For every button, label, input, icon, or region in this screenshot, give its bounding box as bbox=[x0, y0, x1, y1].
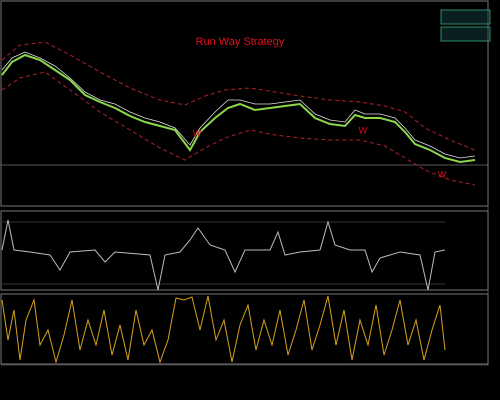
signal-marker: W bbox=[438, 169, 447, 179]
rsi-line bbox=[1, 219, 446, 291]
info-panel bbox=[440, 9, 491, 25]
price-candles bbox=[1, 53, 476, 164]
signal-marker: W bbox=[193, 128, 202, 138]
signal-marker: W bbox=[359, 125, 368, 135]
strategy-title: Run Way Strategy bbox=[196, 36, 285, 48]
lower-band bbox=[1, 71, 476, 186]
price-wicks bbox=[1, 51, 476, 159]
oscillator-line bbox=[1, 295, 446, 364]
info-panel bbox=[440, 26, 491, 42]
